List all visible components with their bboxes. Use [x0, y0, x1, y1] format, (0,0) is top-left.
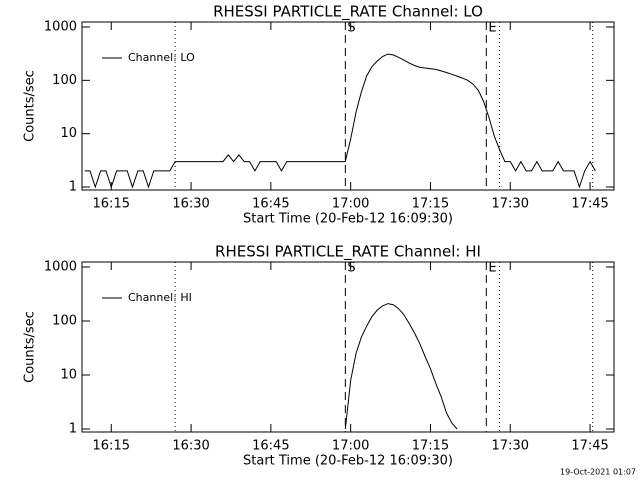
x-tick-label: 16:15 [93, 197, 130, 212]
marker-label: E [488, 21, 496, 36]
x-tick-label: 17:00 [332, 439, 369, 454]
marker-label: E [488, 261, 496, 276]
y-tick-label: 10 [60, 126, 77, 141]
x-tick-label: 17:15 [412, 197, 449, 212]
y-tick-label: 1 [69, 422, 77, 437]
x-tick-label: 16:30 [172, 197, 209, 212]
x-tick-label: 16:30 [172, 439, 209, 454]
x-tick-label: 17:15 [412, 439, 449, 454]
plot-frame [81, 21, 615, 191]
y-tick-label: 10 [60, 368, 77, 383]
chart-title: RHESSI PARTICLE_RATE Channel: LO [213, 3, 483, 22]
marker-label: S [347, 261, 355, 276]
x-axis-title: Start Time (20-Feb-12 16:09:30) [243, 454, 453, 469]
x-tick-label: 17:00 [332, 197, 369, 212]
legend-label: Channel: HI [128, 291, 192, 304]
x-tick-label: 16:45 [252, 197, 289, 212]
chart-title: RHESSI PARTICLE_RATE Channel: HI [215, 243, 481, 262]
data-line [84, 53, 596, 189]
x-axis-title: Start Time (20-Feb-12 16:09:30) [243, 212, 453, 227]
x-tick-label: 16:45 [252, 439, 289, 454]
y-tick-label: 100 [52, 73, 77, 88]
x-tick-label: 16:15 [93, 439, 130, 454]
y-tick-label: 1000 [44, 260, 77, 275]
y-axis-title: Counts/sec [23, 311, 38, 383]
legend-label: Channel: LO [128, 51, 195, 64]
marker-label: S [347, 21, 355, 36]
y-tick-label: 1 [69, 180, 77, 195]
x-tick-label: 17:45 [571, 439, 608, 454]
x-tick-label: 17:30 [492, 439, 529, 454]
y-tick-label: 1000 [44, 20, 77, 35]
y-tick-label: 100 [52, 314, 77, 329]
x-tick-label: 17:45 [571, 197, 608, 212]
data-line [344, 303, 458, 430]
footer: 19-Oct-2021 01:07 [560, 468, 636, 477]
plot-frame [81, 261, 615, 433]
y-axis-title: Counts/sec [23, 70, 38, 142]
x-tick-label: 17:30 [492, 197, 529, 212]
